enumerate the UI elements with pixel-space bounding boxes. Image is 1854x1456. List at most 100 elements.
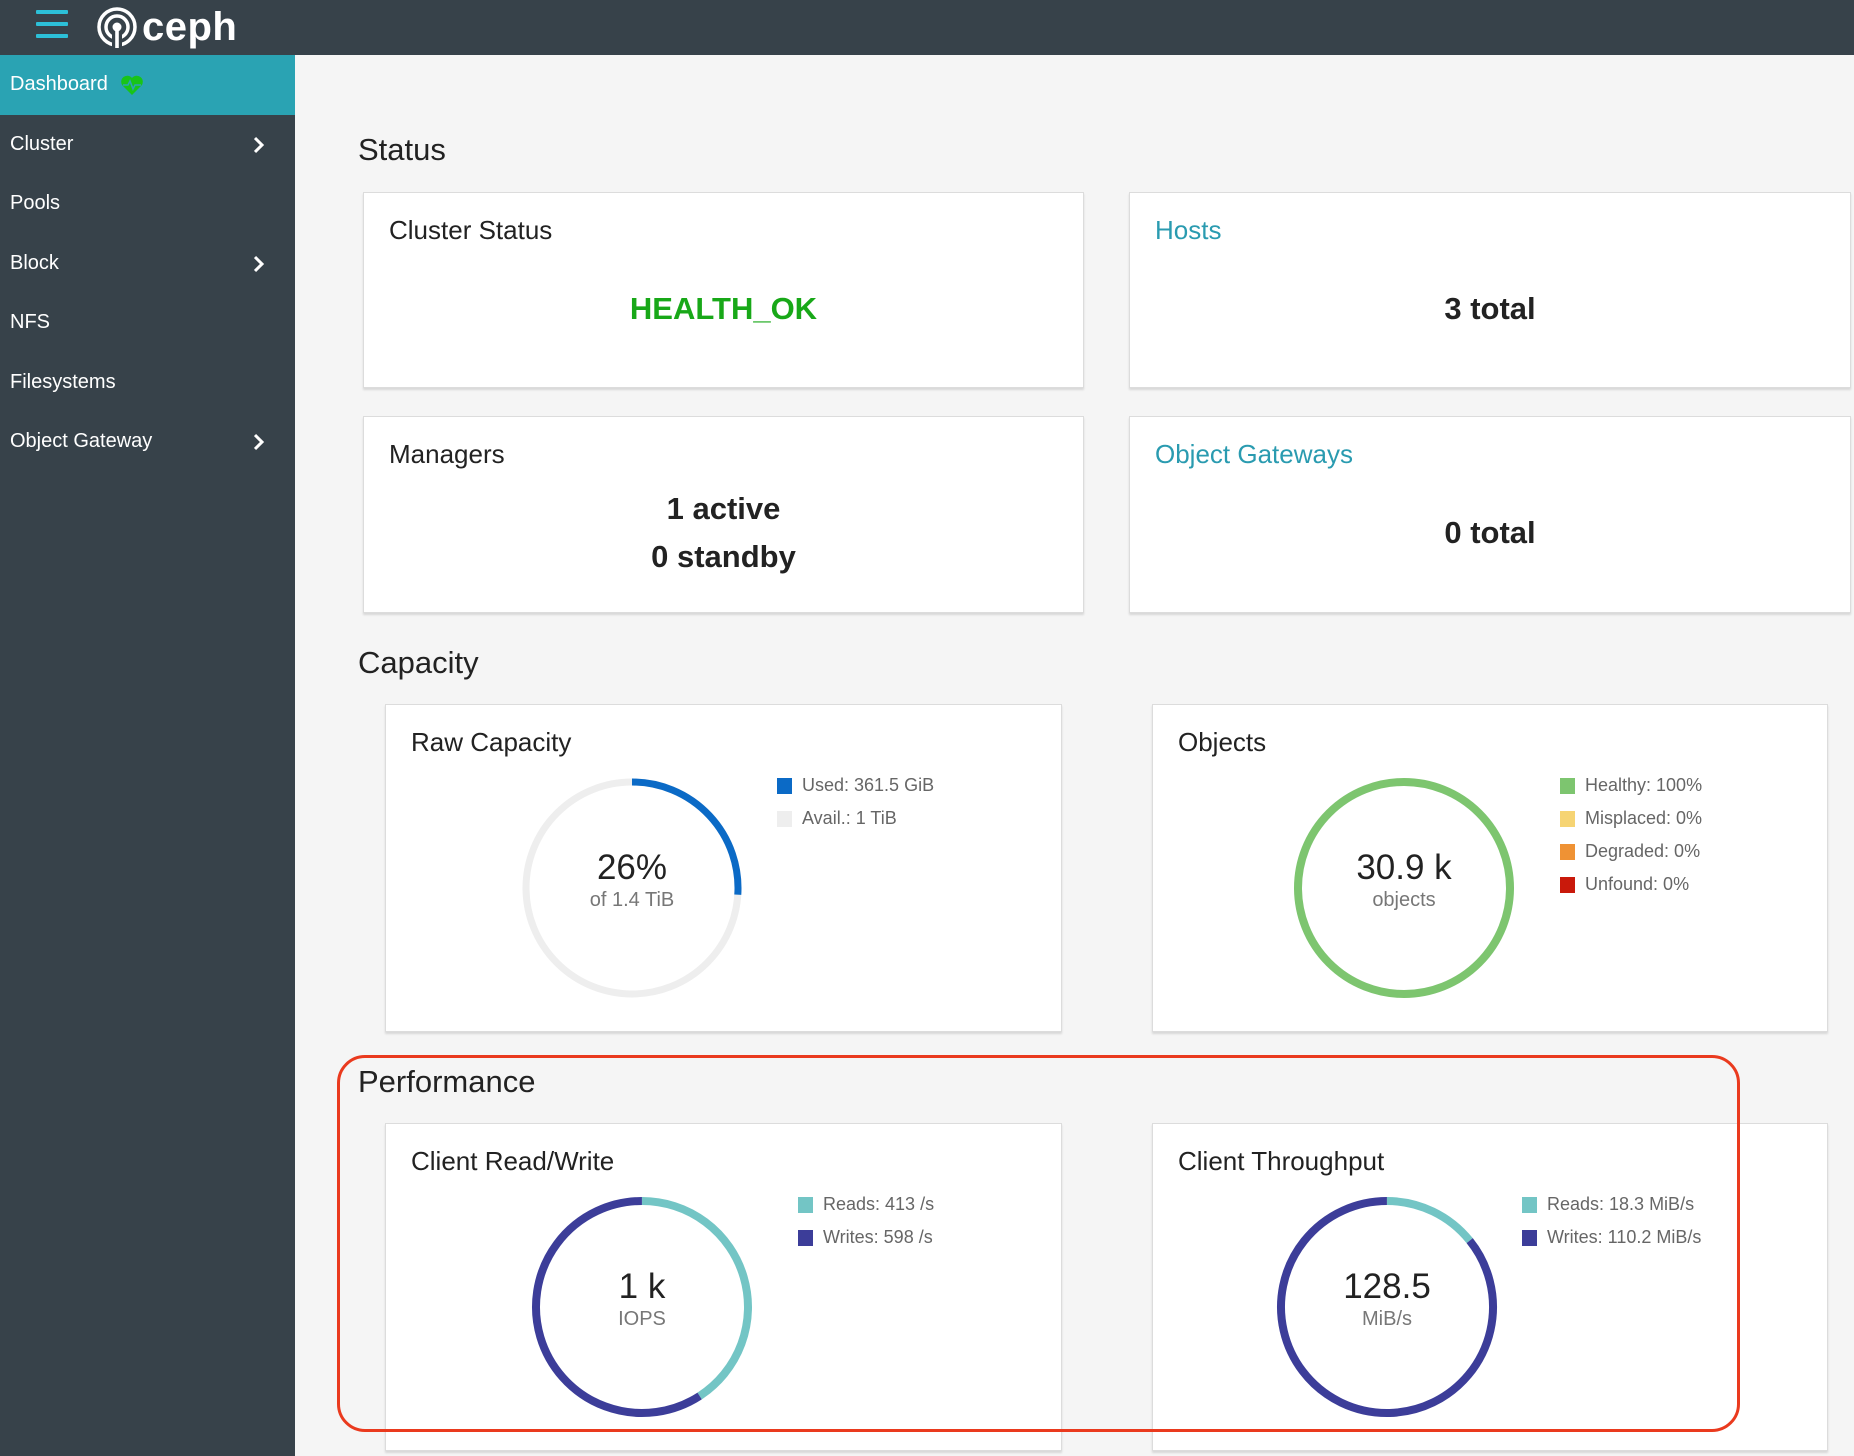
legend-item-avail: Avail.: 1 TiB: [777, 802, 934, 835]
sidebar-item-label: Cluster: [10, 132, 74, 155]
client-iops-unit: IOPS: [618, 1308, 666, 1330]
legend-label: Degraded: 0%: [1585, 841, 1701, 861]
client-read-write-title: Client Read/Write: [411, 1146, 615, 1176]
sidebar: Dashboard Cluster Pools Block NFS Filesy…: [0, 55, 295, 1456]
sidebar-item-label: Dashboard: [10, 73, 108, 96]
legend-item-writes: Writes: 110.2 MiB/s: [1522, 1221, 1701, 1254]
client-throughput-donut: [1277, 1197, 1497, 1417]
object-gateways-card: Object Gateways 0 total: [1129, 416, 1851, 613]
client-throughput-value: 128.5: [1343, 1267, 1431, 1306]
raw-capacity-card: Raw Capacity 26% of 1.4 TiB Used: 361.5 …: [385, 704, 1062, 1032]
client-throughput-unit: MiB/s: [1362, 1308, 1412, 1330]
legend-label: Reads: 18.3 MiB/s: [1547, 1194, 1695, 1214]
cluster-status-card: Cluster Status HEALTH_OK: [363, 192, 1084, 388]
legend-label: Writes: 110.2 MiB/s: [1547, 1227, 1702, 1247]
legend-swatch: [1522, 1229, 1537, 1246]
legend-item-reads: Reads: 413 /s: [798, 1188, 934, 1221]
legend-swatch: [777, 810, 792, 827]
raw-capacity-total: of 1.4 TiB: [589, 889, 675, 911]
legend-label: Unfound: 0%: [1585, 874, 1690, 894]
client-throughput-title: Client Throughput: [1178, 1146, 1385, 1176]
legend-label: Avail.: 1 TiB: [802, 808, 897, 828]
legend-item-writes: Writes: 598 /s: [798, 1221, 934, 1254]
sidebar-item-label: Pools: [10, 192, 61, 215]
sidebar-item-block[interactable]: Block: [0, 234, 295, 294]
legend-swatch: [798, 1229, 813, 1246]
managers-standby-value: 0 standby: [651, 539, 796, 574]
sidebar-item-object-gateway[interactable]: Object Gateway: [0, 412, 295, 472]
sidebar-item-nfs[interactable]: NFS: [0, 293, 295, 353]
raw-capacity-used-arc: [631, 778, 742, 895]
objects-donut: [1294, 778, 1514, 998]
top-navbar: ceph: [0, 0, 1854, 55]
legend-item-used: Used: 361.5 GiB: [777, 769, 934, 802]
heart-icon: [121, 75, 143, 95]
raw-capacity-center: 26% of 1.4 TiB: [512, 848, 752, 912]
legend-label: Reads: 413 /s: [823, 1194, 935, 1214]
objects-title: Objects: [1178, 727, 1267, 757]
reads-arc: [641, 1197, 752, 1400]
client-read-write-donut: [532, 1197, 752, 1417]
writes-arc: [532, 1197, 702, 1417]
writes-arc: [1277, 1197, 1497, 1417]
legend-item-unfound: Unfound: 0%: [1560, 868, 1702, 901]
legend-label: Healthy: 100%: [1585, 775, 1703, 795]
chevron-right-icon: [253, 433, 265, 451]
cluster-health-value: HEALTH_OK: [629, 291, 818, 326]
raw-capacity-title: Raw Capacity: [411, 727, 572, 757]
legend-item-healthy: Healthy: 100%: [1560, 769, 1702, 802]
legend-swatch: [1560, 876, 1575, 893]
legend-item-reads: Reads: 18.3 MiB/s: [1522, 1188, 1701, 1221]
client-iops-value: 1 k: [618, 1267, 666, 1306]
legend-label: Writes: 598 /s: [823, 1227, 933, 1247]
sidebar-item-filesystems[interactable]: Filesystems: [0, 353, 295, 413]
legend-swatch: [1560, 810, 1575, 827]
legend-item-degraded: Degraded: 0%: [1560, 835, 1702, 868]
raw-capacity-donut: [522, 778, 742, 998]
legend-swatch: [1560, 777, 1575, 794]
managers-card: Managers 1 active 0 standby: [363, 416, 1084, 613]
ceph-logo[interactable]: ceph: [96, 3, 237, 51]
client-throughput-legend: Reads: 18.3 MiB/s Writes: 110.2 MiB/s: [1522, 1188, 1701, 1254]
legend-swatch: [1522, 1196, 1537, 1213]
client-read-write-card: Client Read/Write 1 k IOPS Reads: 413 /s…: [385, 1123, 1062, 1451]
objects-card: Objects 30.9 k objects Healthy: 100% Mis…: [1152, 704, 1828, 1032]
objects-unit: objects: [1372, 889, 1436, 911]
client-throughput-center: 128.5 MiB/s: [1267, 1267, 1507, 1331]
objects-legend: Healthy: 100% Misplaced: 0% Degraded: 0%…: [1560, 769, 1702, 901]
hosts-card: Hosts 3 total: [1129, 192, 1851, 388]
reads-arc: [1386, 1197, 1473, 1244]
objects-healthy-arc: [1294, 778, 1514, 998]
status-section-title: Status: [358, 132, 446, 167]
objects-count: 30.9 k: [1356, 848, 1452, 887]
brand-name: ceph: [142, 5, 238, 49]
client-throughput-card: Client Throughput 128.5 MiB/s Reads: 18.…: [1152, 1123, 1828, 1451]
legend-label: Misplaced: 0%: [1585, 808, 1703, 828]
hosts-link[interactable]: Hosts: [1155, 215, 1222, 245]
legend-swatch: [798, 1196, 813, 1213]
cluster-status-title: Cluster Status: [389, 215, 553, 245]
menu-toggle-icon[interactable]: [36, 10, 68, 40]
objects-center: 30.9 k objects: [1284, 848, 1524, 912]
sidebar-item-label: Filesystems: [10, 370, 116, 393]
sidebar-item-label: Block: [10, 251, 59, 274]
client-read-write-center: 1 k IOPS: [522, 1267, 762, 1331]
sidebar-item-label: NFS: [10, 311, 50, 334]
object-gateways-link[interactable]: Object Gateways: [1155, 439, 1353, 469]
chevron-right-icon: [253, 136, 265, 153]
sidebar-item-label: Object Gateway: [10, 430, 153, 453]
object-gateways-value: 0 total: [1444, 515, 1536, 550]
performance-section-title: Performance: [358, 1064, 536, 1099]
chevron-right-icon: [253, 255, 265, 272]
managers-title: Managers: [389, 439, 505, 469]
sidebar-item-cluster[interactable]: Cluster: [0, 115, 295, 175]
sidebar-item-pools[interactable]: Pools: [0, 174, 295, 234]
client-read-write-legend: Reads: 413 /s Writes: 598 /s: [798, 1188, 934, 1254]
capacity-section-title: Capacity: [358, 645, 479, 680]
ceph-logo-icon: [97, 7, 137, 48]
sidebar-item-dashboard[interactable]: Dashboard: [0, 55, 295, 115]
managers-active-value: 1 active: [666, 491, 781, 526]
legend-swatch: [777, 777, 792, 794]
raw-capacity-legend: Used: 361.5 GiB Avail.: 1 TiB: [777, 769, 934, 835]
legend-swatch: [1560, 843, 1575, 860]
